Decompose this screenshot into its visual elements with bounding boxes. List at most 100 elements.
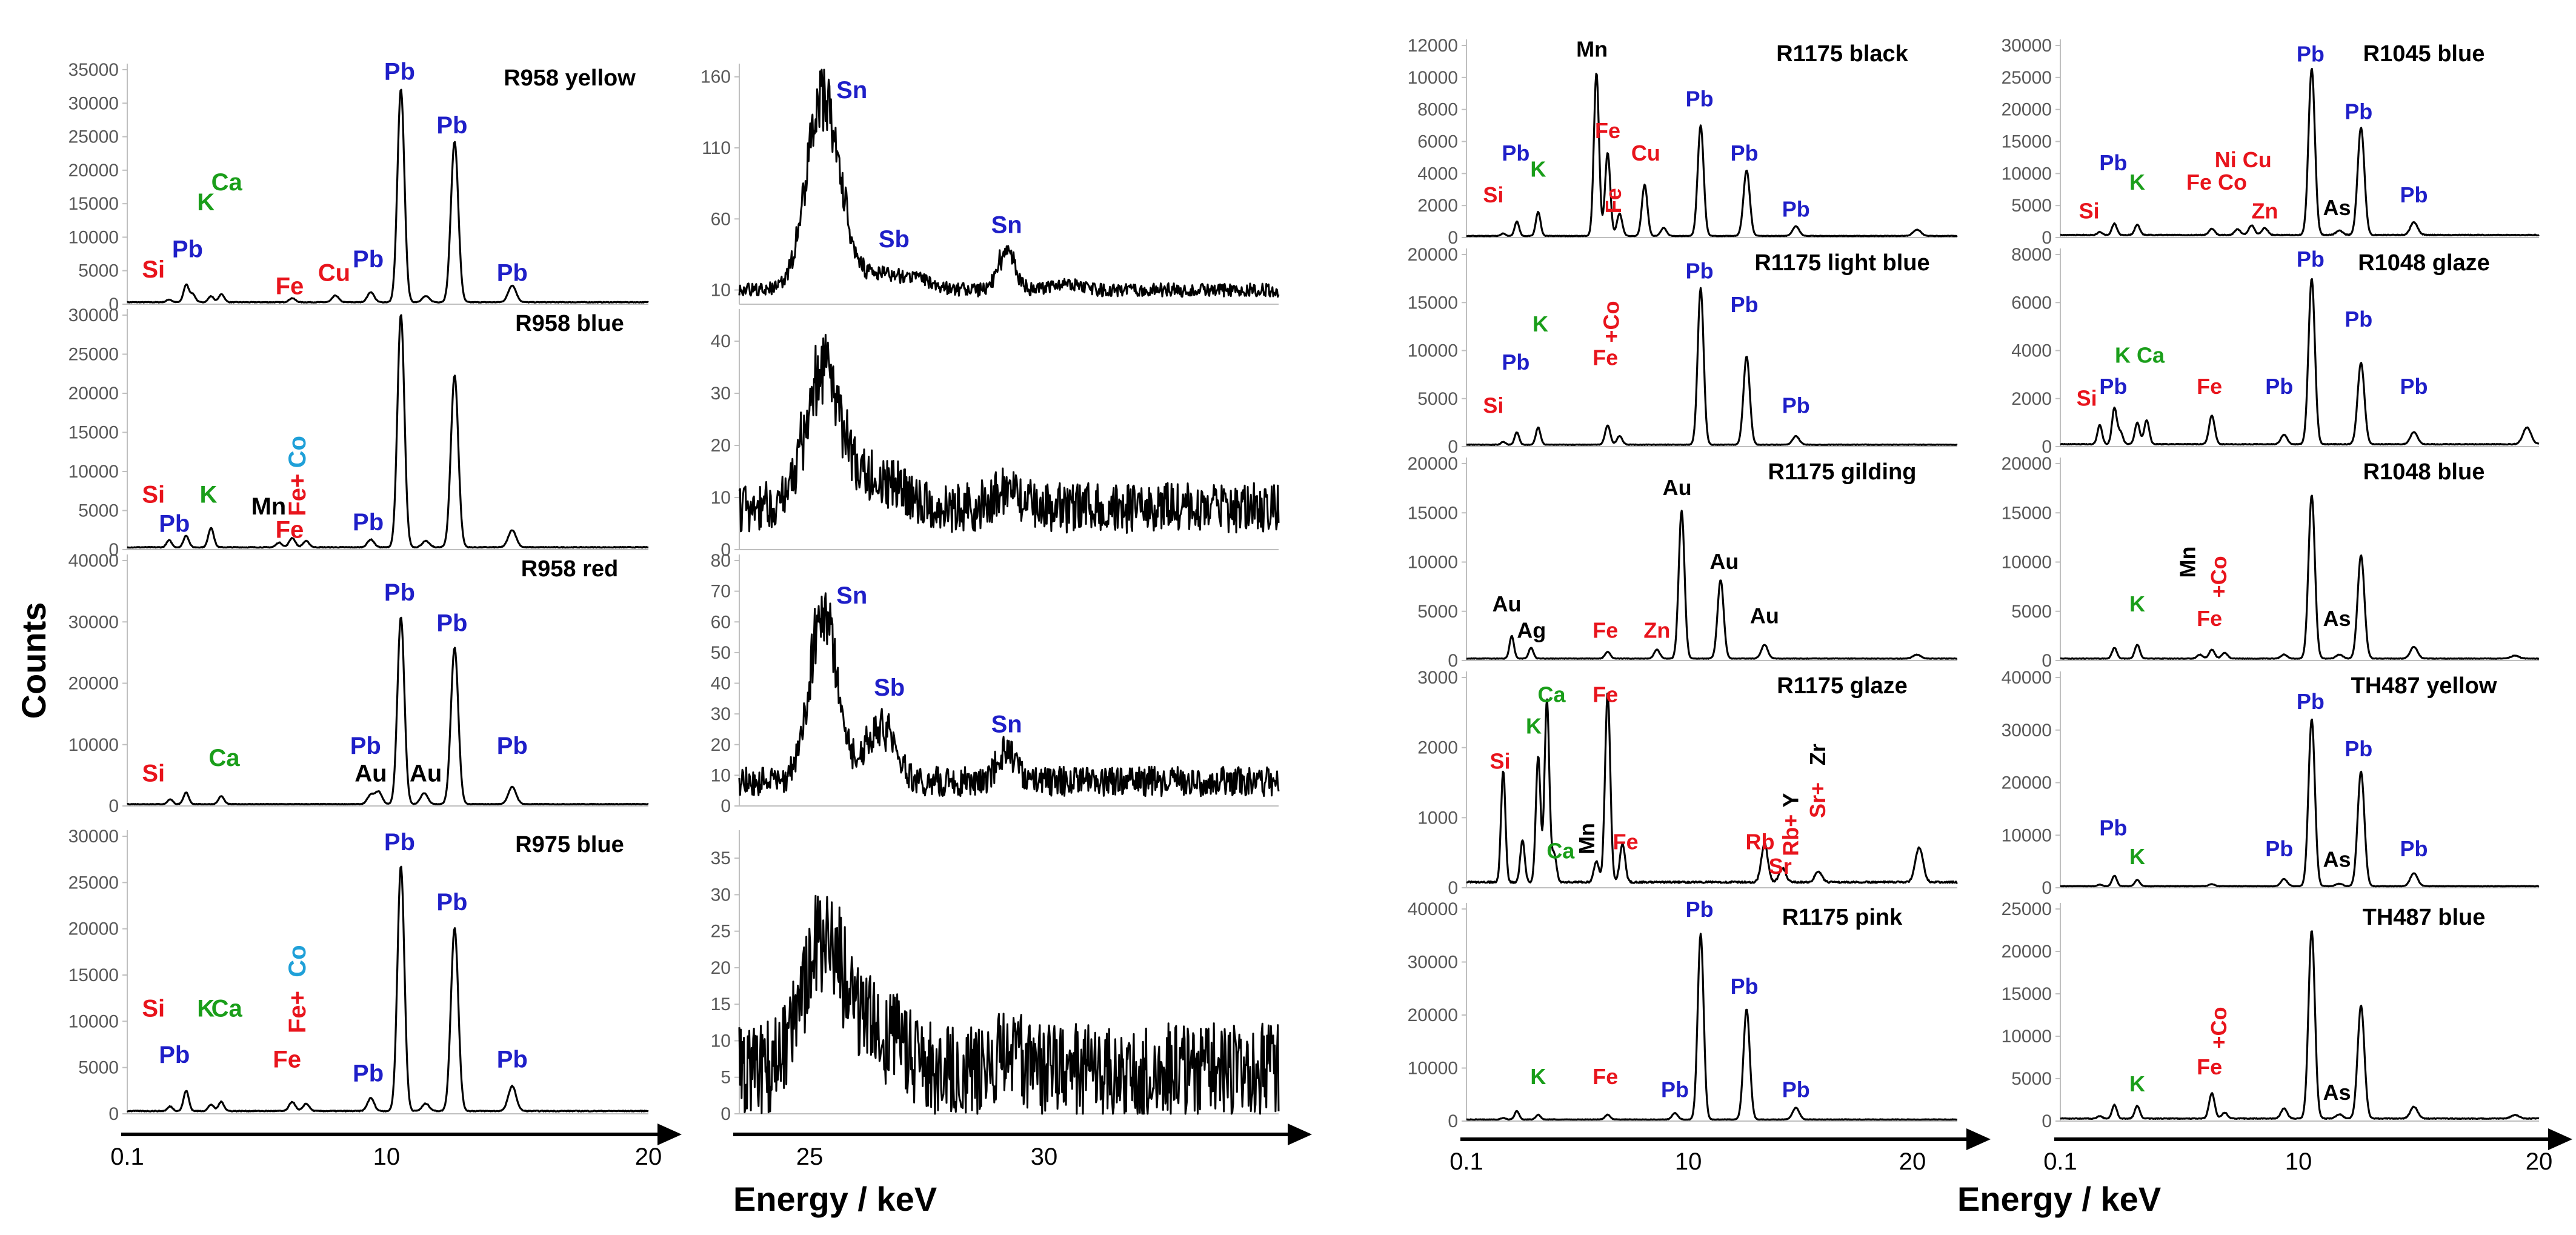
y-tick-label: 20000 — [1408, 245, 1458, 265]
y-tick-label: 8000 — [2011, 245, 2052, 265]
peak-label: Cu — [1631, 141, 1660, 165]
peak-label: K — [1530, 157, 1546, 182]
y-tick-label: 20 — [711, 735, 731, 755]
y-tick-label: 70 — [711, 582, 731, 602]
panel-r958b: 0 5000 10000 15000 20000 25000 30000 R958 blue S… — [68, 305, 649, 560]
x-tick-label: 10 — [373, 1143, 401, 1170]
peak-label: Zr — [1805, 744, 1830, 765]
y-tick-label: 20000 — [2002, 454, 2052, 474]
x-axis-arrow — [1966, 1128, 1991, 1150]
peak-label: Pb — [350, 733, 381, 759]
spectrum-line — [2060, 930, 2540, 1120]
x-axis-label-right: Energy / keV — [1957, 1180, 2161, 1218]
y-tick-label: 4000 — [2011, 341, 2052, 361]
peak-label: Pb — [2400, 374, 2428, 399]
y-tick-label: 15000 — [68, 194, 119, 214]
peak-label: Ca — [1538, 682, 1566, 707]
y-tick-label: 5000 — [78, 1058, 119, 1078]
y-tick-label: 160 — [701, 67, 731, 87]
peak-label: Fe Co — [2186, 170, 2247, 195]
y-tick-label: 0 — [721, 540, 731, 560]
y-axis-label: Counts — [15, 602, 53, 719]
panel-title: R1175 glaze — [1777, 673, 1907, 699]
y-tick-label: 10 — [711, 765, 731, 785]
peak-label: Pb — [1686, 259, 1714, 284]
spectrum-line — [738, 592, 1280, 797]
peak-label: Fe — [1613, 829, 1639, 854]
y-tick-label: 60 — [711, 612, 731, 632]
panel-title: R1045 blue — [2363, 41, 2485, 67]
peak-label: K — [1526, 714, 1542, 739]
peak-label: Pb — [2297, 689, 2325, 714]
y-tick-label: 30000 — [1408, 953, 1458, 973]
y-tick-label: 5000 — [78, 261, 119, 281]
panel-z2: 0 10 20 30 40 — [711, 309, 1280, 560]
peak-label: Fe — [2197, 1054, 2222, 1079]
y-tick-label: 60 — [711, 209, 731, 229]
panel-r958y: 0 5000 10000 15000 20000 25000 30000 35000 R958 … — [68, 59, 649, 315]
y-tick-label: 15000 — [68, 965, 119, 985]
peak-label: As — [2323, 606, 2351, 631]
y-tick-label: 10000 — [1408, 68, 1458, 88]
y-tick-label: 20000 — [2002, 100, 2052, 120]
y-tick-label: 2000 — [1417, 196, 1458, 216]
peak-label: Ca — [1546, 838, 1575, 863]
peak-label: Si — [142, 761, 165, 787]
peak-label: Ag — [1517, 618, 1546, 643]
y-tick-label: 25000 — [68, 345, 119, 365]
peak-label: Pb — [497, 259, 528, 286]
y-tick-label: 30000 — [2002, 36, 2052, 56]
y-tick-label: 20000 — [1408, 454, 1458, 474]
x-tick-label: 0.1 — [1449, 1148, 1483, 1175]
peak-label: Fe — [1593, 682, 1618, 707]
peak-label: Sr+ — [1805, 782, 1830, 818]
peak-label: Cu — [318, 259, 350, 286]
peak-label: +Co — [2206, 1007, 2231, 1048]
y-tick-label: 25000 — [68, 127, 119, 147]
panel-r1175k: 0 2000 4000 6000 8000 10000 12000 R1175 black Mn… — [1408, 36, 1958, 248]
peak-label: Au — [1709, 549, 1739, 574]
peak-label: Fe+ — [284, 474, 311, 516]
peak-label: Si — [142, 256, 165, 283]
y-tick-label: 5000 — [78, 501, 119, 521]
peak-label: Au — [1750, 603, 1779, 628]
x-tick-label: 25 — [796, 1143, 824, 1170]
y-tick-label: 8000 — [1417, 100, 1458, 120]
peak-label: Pb — [1731, 974, 1759, 999]
peak-label: Pb — [159, 510, 190, 537]
y-tick-label: 10000 — [1408, 553, 1458, 573]
x-axis-left-zoom: 25 30 — [733, 1123, 1312, 1170]
y-tick-label: 0 — [1448, 878, 1458, 898]
peak-label: Pb — [2099, 374, 2127, 399]
y-tick-label: 0 — [108, 540, 119, 560]
spectrum-line — [1466, 287, 1958, 446]
y-tick-label: 30 — [711, 704, 731, 724]
peak-label: Fe — [273, 1047, 301, 1073]
y-tick-label: 10 — [711, 281, 731, 301]
spectrum-line — [2060, 494, 2540, 660]
peak-label: Fe — [1593, 345, 1618, 370]
x-axis-left-full: 0.1 10 20 — [110, 1123, 682, 1170]
y-tick-label: 20000 — [68, 384, 119, 404]
y-tick-label: 3000 — [1417, 668, 1458, 688]
spectrum-line — [738, 333, 1280, 534]
peak-label: Y — [1778, 793, 1803, 807]
y-tick-label: 40 — [711, 331, 731, 351]
y-tick-label: 6000 — [1417, 132, 1458, 152]
y-tick-label: 20000 — [2002, 773, 2052, 793]
panel-title: R1048 blue — [2363, 459, 2485, 485]
peak-label: Pb — [384, 59, 415, 85]
y-tick-label: 0 — [2042, 437, 2052, 457]
peak-label: Ca — [208, 745, 240, 771]
y-tick-label: 0 — [721, 1104, 731, 1124]
y-tick-label: 0 — [2042, 878, 2052, 898]
panel-r1048b: 0 5000 10000 15000 20000 R1048 blue K Mn Fe +Co As — [2002, 454, 2540, 671]
y-tick-label: 5000 — [1417, 602, 1458, 622]
y-tick-label: 30000 — [2002, 721, 2052, 741]
x-axis-arrow — [657, 1123, 682, 1145]
peak-label: Si — [1483, 182, 1503, 207]
y-tick-label: 15000 — [2002, 984, 2052, 1004]
